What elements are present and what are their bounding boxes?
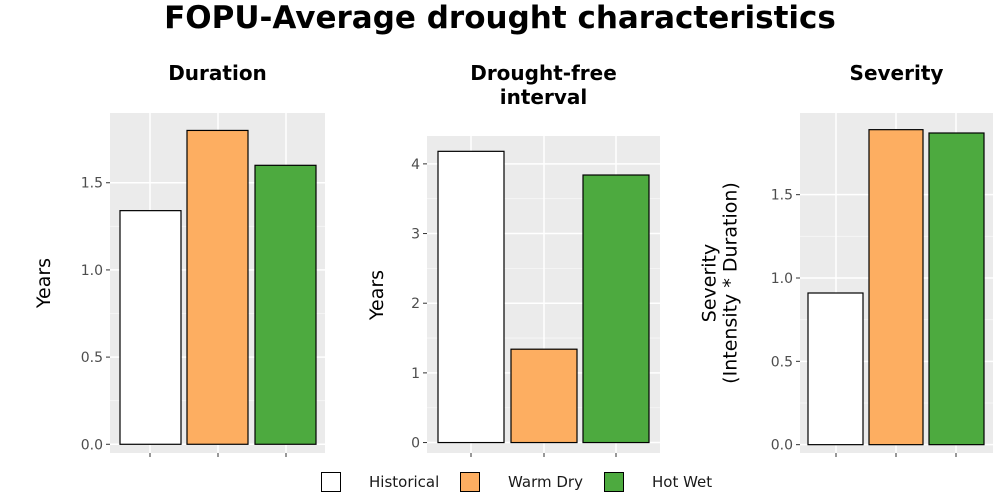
panel-title: interval [500,85,587,109]
bar-warm-dry [510,348,578,444]
legend-key-historical [321,472,341,492]
y-tick-label: 3 [411,227,420,243]
y-tick-label: 0 [411,436,420,452]
y-axis-label: Years [366,270,388,321]
legend-item-warm-dry: Warm Dry [460,470,583,494]
bar-historical [119,210,182,445]
panel-title: Severity [850,61,944,85]
y-axis-label: (Intensity * Duration) [720,182,742,384]
legend-label-historical: Historical [369,473,440,491]
legend-key-warm-dry [460,472,480,492]
y-axis-label: Years [33,258,55,309]
y-tick-label: 4 [411,157,420,173]
legend-item-hot-wet: Hot Wet [604,470,712,494]
legend-label-hot-wet: Hot Wet [652,473,713,491]
chart-panel-1: 0.0 0.5 1.0 1.5 Duration Years [33,61,325,457]
legend-key-hot-wet [604,472,624,492]
bar-hot-wet [928,132,985,446]
y-tick-label: 1.5 [81,176,103,192]
legend: Historical Warm Dry Hot Wet [0,470,1000,496]
panel-title: Drought-free [470,61,617,85]
bar-warm-dry [868,129,924,446]
legend-label-warm-dry: Warm Dry [508,473,583,491]
y-tick-label: 1.5 [771,188,793,204]
y-tick-label: 2 [411,296,420,312]
y-tick-label: 1.0 [81,263,103,279]
y-tick-label: 0.0 [771,438,793,454]
y-axis-label: Severity [699,244,721,322]
bar-historical [437,150,505,444]
y-tick-label: 0.5 [771,354,793,370]
panel-title: Duration [168,61,267,85]
y-tick-label: 1.0 [771,271,793,287]
bar-hot-wet [582,174,650,444]
bar-historical [807,292,864,446]
legend-item-historical: Historical [321,470,439,494]
bar-warm-dry [186,129,249,445]
y-tick-label: 1 [411,366,420,382]
charts-svg: 0.0 0.5 1.0 1.5 Duration Years 0 1 2 3 4 Drought-fr… [33,61,993,457]
figure-title: FOPU-Average drought characteristics [164,0,836,36]
bar-hot-wet [254,164,317,445]
y-tick-label: 0.5 [81,350,103,366]
y-tick-label: 0.0 [81,437,103,453]
